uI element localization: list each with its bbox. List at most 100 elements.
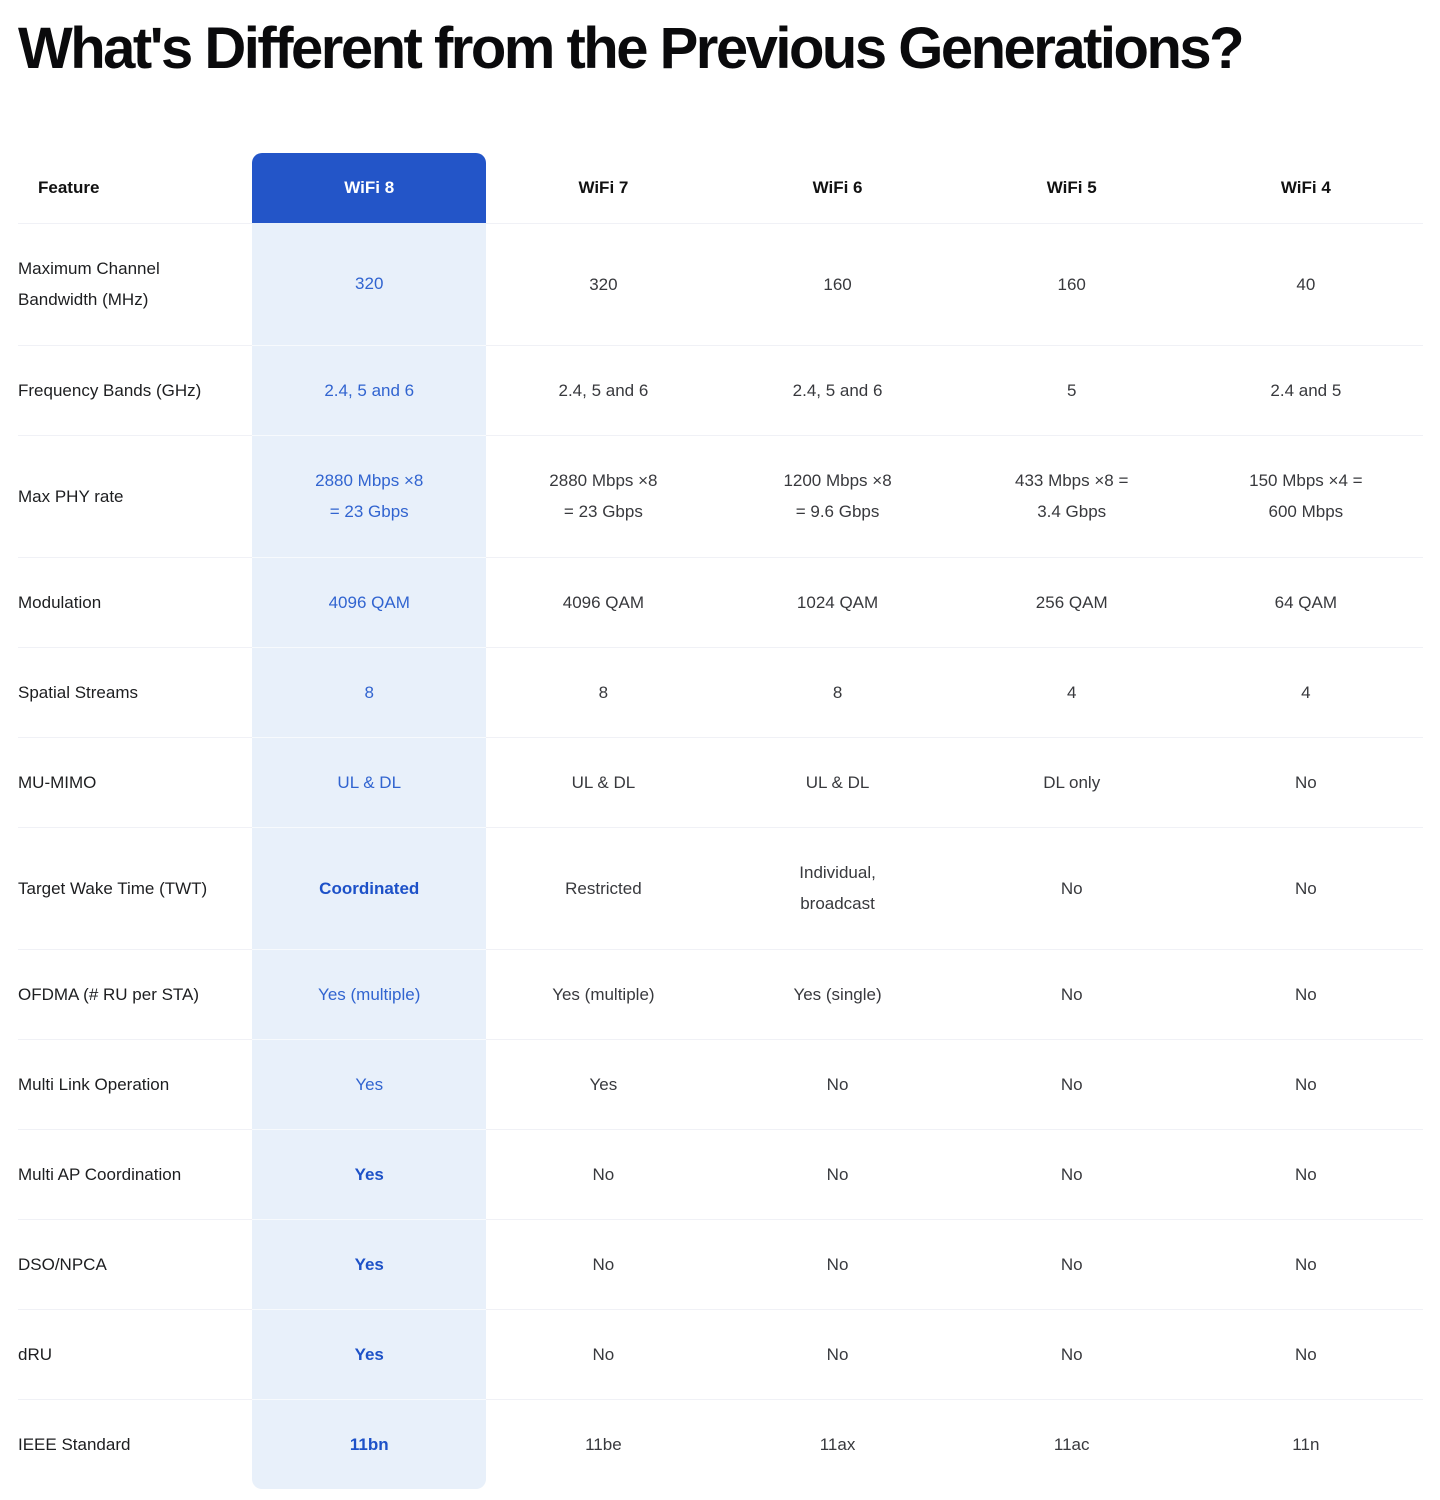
table-row: Modulation 4096 QAM 4096 QAM 1024 QAM 25…	[18, 556, 1423, 647]
wifi4-value: No	[1188, 1038, 1423, 1129]
wifi8-value: 11bn	[252, 1398, 487, 1489]
feature-label: Spatial Streams	[18, 646, 253, 737]
feature-label: MU-MIMO	[18, 736, 253, 827]
wifi5-value: 11ac	[954, 1398, 1189, 1489]
feature-label: IEEE Standard	[18, 1398, 253, 1489]
wifi5-value: No	[954, 1038, 1189, 1129]
table-row: Target Wake Time (TWT) Coordinated Restr…	[18, 826, 1423, 949]
table-row: OFDMA (# RU per STA) Yes (multiple) Yes …	[18, 948, 1423, 1039]
wifi7-value: No	[486, 1128, 721, 1219]
wifi6-value: 1200 Mbps ×8 = 9.6 Gbps	[720, 434, 955, 557]
wifi6-value: UL & DL	[720, 736, 955, 827]
wifi6-value: Yes (single)	[720, 948, 955, 1039]
wifi7-value: 4096 QAM	[486, 556, 721, 647]
table-header-row: Feature WiFi 8 WiFi 7 WiFi 6 WiFi 5 WiFi…	[18, 152, 1423, 223]
table-body: Maximum Channel Bandwidth (MHz) 320 320 …	[18, 222, 1423, 1489]
wifi4-value: No	[1188, 826, 1423, 949]
wifi7-value: Restricted	[486, 826, 721, 949]
wifi5-value: DL only	[954, 736, 1189, 827]
wifi8-value: Yes	[252, 1128, 487, 1219]
table-row: Spatial Streams 8 8 8 4 4	[18, 646, 1423, 737]
feature-label: Frequency Bands (GHz)	[18, 344, 253, 435]
wifi4-value: No	[1188, 948, 1423, 1039]
comparison-table: Feature WiFi 8 WiFi 7 WiFi 6 WiFi 5 WiFi…	[18, 152, 1423, 1489]
table-row: Multi AP Coordination Yes No No No No	[18, 1128, 1423, 1219]
feature-label: Multi AP Coordination	[18, 1128, 253, 1219]
feature-label: Modulation	[18, 556, 253, 647]
wifi7-value: 11be	[486, 1398, 721, 1489]
feature-label: Max PHY rate	[18, 434, 253, 557]
wifi6-value: No	[720, 1218, 955, 1309]
wifi4-value: 40	[1188, 222, 1423, 345]
table-row: Frequency Bands (GHz) 2.4, 5 and 6 2.4, …	[18, 344, 1423, 435]
wifi4-value: No	[1188, 736, 1423, 827]
table-row: Maximum Channel Bandwidth (MHz) 320 320 …	[18, 222, 1423, 345]
wifi5-value: 4	[954, 646, 1189, 737]
wifi8-value: UL & DL	[252, 736, 487, 827]
wifi8-value: Yes	[252, 1038, 487, 1129]
wifi6-value: 8	[720, 646, 955, 737]
wifi8-value: 2.4, 5 and 6	[252, 344, 487, 435]
wifi5-value: 160	[954, 222, 1189, 345]
feature-label: Maximum Channel Bandwidth (MHz)	[18, 222, 253, 345]
column-header-wifi4: WiFi 4	[1280, 178, 1331, 198]
wifi7-value: 320	[486, 222, 721, 345]
wifi8-value: Yes	[252, 1218, 487, 1309]
wifi8-value: Yes	[252, 1308, 487, 1399]
table-row: MU-MIMO UL & DL UL & DL UL & DL DL only …	[18, 736, 1423, 827]
page-title: What's Different from the Previous Gener…	[18, 16, 1245, 81]
wifi6-value: 2.4, 5 and 6	[720, 344, 955, 435]
table-row: Max PHY rate 2880 Mbps ×8 = 23 Gbps 2880…	[18, 434, 1423, 557]
wifi4-value: 2.4 and 5	[1188, 344, 1423, 435]
wifi8-value: 2880 Mbps ×8 = 23 Gbps	[252, 434, 487, 557]
wifi8-value: 8	[252, 646, 487, 737]
wifi8-value: Yes (multiple)	[252, 948, 487, 1039]
wifi6-value: No	[720, 1038, 955, 1129]
column-header-wifi5: WiFi 5	[1046, 178, 1097, 198]
wifi4-value: 150 Mbps ×4 = 600 Mbps	[1188, 434, 1423, 557]
wifi6-value: 11ax	[720, 1398, 955, 1489]
wifi5-value: No	[954, 1128, 1189, 1219]
wifi5-value: 433 Mbps ×8 = 3.4 Gbps	[954, 434, 1189, 557]
table-row: dRU Yes No No No No	[18, 1308, 1423, 1399]
wifi5-value: No	[954, 1218, 1189, 1309]
table-row: Multi Link Operation Yes Yes No No No	[18, 1038, 1423, 1129]
wifi5-value: No	[954, 826, 1189, 949]
wifi7-value: UL & DL	[486, 736, 721, 827]
wifi5-value: No	[954, 1308, 1189, 1399]
feature-label: Multi Link Operation	[18, 1038, 253, 1129]
wifi8-value: 320	[252, 222, 487, 345]
wifi4-value: 4	[1188, 646, 1423, 737]
wifi6-value: No	[720, 1128, 955, 1219]
column-header-wifi6: WiFi 6	[812, 178, 863, 198]
wifi6-value: No	[720, 1308, 955, 1399]
wifi8-value: 4096 QAM	[252, 556, 487, 647]
wifi6-value: 160	[720, 222, 955, 345]
feature-label: OFDMA (# RU per STA)	[18, 948, 253, 1039]
table-row: DSO/NPCA Yes No No No No	[18, 1218, 1423, 1309]
wifi4-value: 11n	[1188, 1398, 1423, 1489]
column-header-wifi8: WiFi 8	[252, 152, 487, 223]
wifi7-value: 8	[486, 646, 721, 737]
feature-label: DSO/NPCA	[18, 1218, 253, 1309]
wifi5-value: 256 QAM	[954, 556, 1189, 647]
wifi7-value: 2880 Mbps ×8 = 23 Gbps	[486, 434, 721, 557]
wifi7-value: 2.4, 5 and 6	[486, 344, 721, 435]
feature-label: dRU	[18, 1308, 253, 1399]
column-header-feature: Feature	[38, 178, 100, 198]
column-header-wifi7: WiFi 7	[578, 178, 629, 198]
wifi4-value: 64 QAM	[1188, 556, 1423, 647]
page: What's Different from the Previous Gener…	[0, 16, 1440, 1500]
wifi5-value: 5	[954, 344, 1189, 435]
wifi6-value: 1024 QAM	[720, 556, 955, 647]
wifi7-value: Yes	[486, 1038, 721, 1129]
table-row: IEEE Standard 11bn 11be 11ax 11ac 11n	[18, 1398, 1423, 1489]
wifi4-value: No	[1188, 1128, 1423, 1219]
wifi5-value: No	[954, 948, 1189, 1039]
wifi4-value: No	[1188, 1308, 1423, 1399]
feature-label: Target Wake Time (TWT)	[18, 826, 253, 949]
wifi7-value: No	[486, 1308, 721, 1399]
wifi6-value: Individual, broadcast	[720, 826, 955, 949]
wifi4-value: No	[1188, 1218, 1423, 1309]
wifi8-value: Coordinated	[252, 826, 487, 949]
